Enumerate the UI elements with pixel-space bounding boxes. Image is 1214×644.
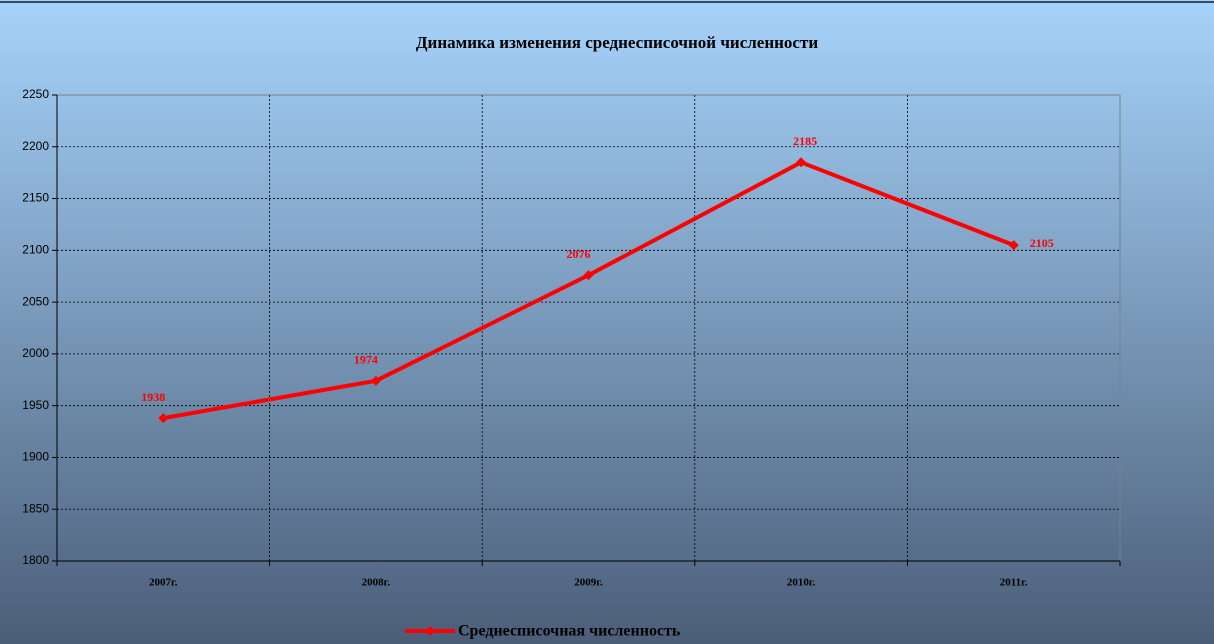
marker	[1008, 240, 1019, 251]
y-tick-label: 1900	[22, 450, 49, 464]
data-label: 1938	[141, 390, 165, 404]
marker	[583, 270, 594, 281]
y-tick-label: 1800	[22, 553, 49, 567]
data-label: 2076	[567, 247, 591, 261]
y-tick-label: 1850	[22, 501, 49, 515]
legend-marker	[425, 626, 435, 636]
y-tick-label: 2150	[22, 191, 49, 205]
y-tick-label: 2250	[22, 87, 49, 101]
chart-title: Динамика изменения среднесписочной числе…	[416, 33, 818, 52]
y-tick-label: 2050	[22, 294, 49, 308]
data-label: 2185	[793, 134, 817, 148]
marker	[158, 413, 169, 424]
y-tick-label: 2200	[22, 139, 49, 153]
data-label: 1974	[354, 353, 378, 367]
x-tick-label: 2010г.	[787, 577, 816, 589]
marker	[796, 157, 807, 168]
x-tick-label: 2009г.	[574, 577, 603, 589]
x-tick-label: 2008г.	[362, 577, 391, 589]
data-label: 2105	[1030, 236, 1054, 250]
x-tick-label: 2007г.	[149, 577, 178, 589]
y-tick-label: 2000	[22, 346, 49, 360]
x-tick-label: 2011г.	[1000, 577, 1028, 589]
marker	[370, 375, 381, 386]
legend-label: Среднесписочная численность	[458, 623, 681, 640]
y-tick-label: 2100	[22, 243, 49, 257]
y-tick-label: 1950	[22, 398, 49, 412]
